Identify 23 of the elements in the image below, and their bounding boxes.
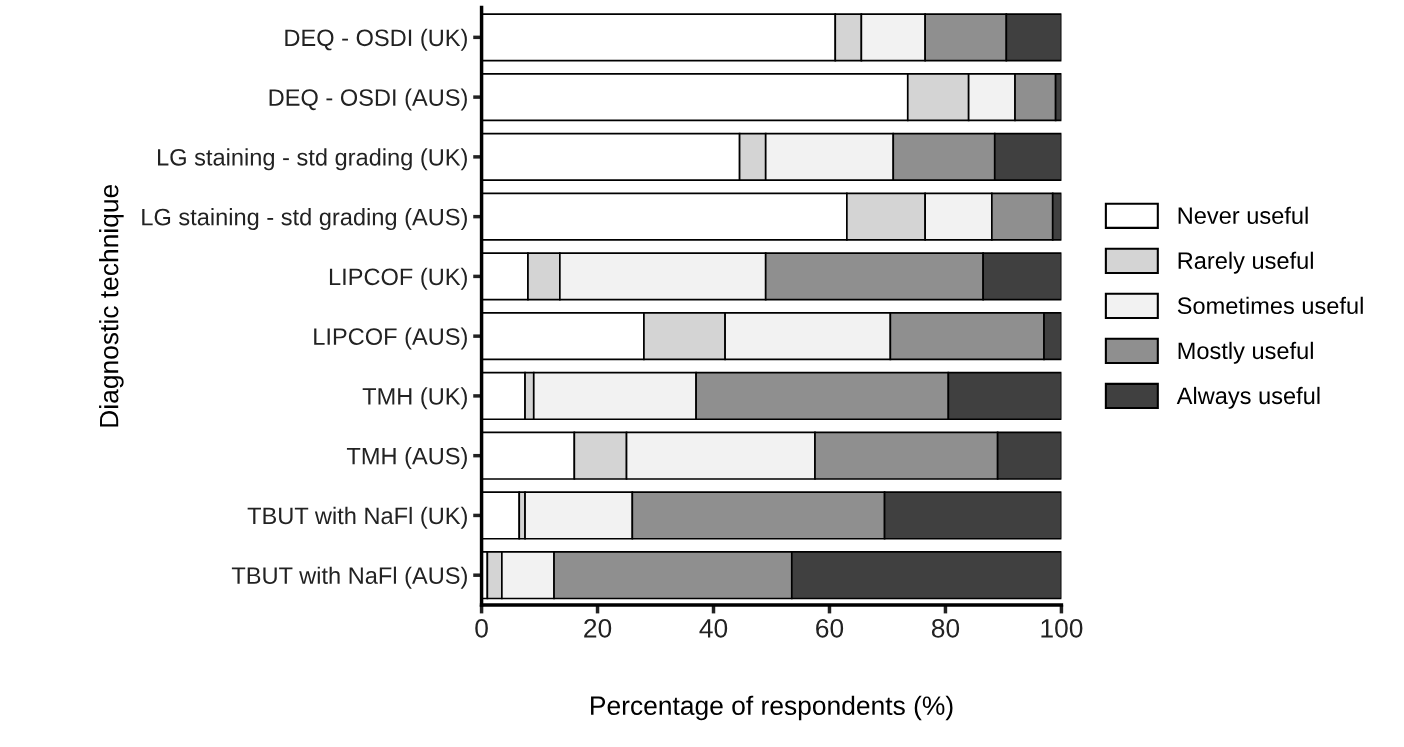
x-tick-label: 80 bbox=[931, 618, 960, 638]
x-tick-label: 40 bbox=[699, 618, 728, 638]
legend-label: Rarely useful bbox=[1178, 251, 1313, 274]
legend-label: Always useful bbox=[1176, 386, 1320, 409]
y-tick-label: DEQ - OSDI (AUS) bbox=[269, 88, 467, 111]
y-tick-label: LIPCOF (UK) bbox=[329, 267, 467, 290]
legend-label: Never useful bbox=[1178, 206, 1308, 225]
y-tick-label: TMH (UK) bbox=[362, 387, 467, 410]
legend-label: Sometimes useful bbox=[1177, 296, 1363, 315]
x-tick-label: 0 bbox=[475, 618, 488, 638]
y-tick-label: LIPCOF (AUS) bbox=[314, 327, 467, 350]
x-tick-label: 60 bbox=[816, 618, 844, 638]
x-axis-title: Percentage of respondents (%) bbox=[591, 695, 953, 721]
y-tick-label: LG staining - std grading (UK) bbox=[158, 148, 467, 171]
x-tick-label: 20 bbox=[584, 618, 612, 638]
y-tick-label: DEQ - OSDI (UK) bbox=[285, 28, 467, 51]
y-tick-label: TBUT with NaFl (AUS) bbox=[231, 566, 467, 589]
y-tick-label: TBUT with NaFl (UK) bbox=[247, 506, 467, 529]
y-axis-title: Diagnostic technique bbox=[99, 184, 124, 427]
x-tick-label: 100 bbox=[1041, 618, 1083, 638]
y-tick-label: LG staining - std grading (AUS) bbox=[142, 208, 467, 231]
legend-label: Mostly useful bbox=[1178, 341, 1313, 364]
y-tick-label: TMH (AUS) bbox=[346, 447, 467, 470]
